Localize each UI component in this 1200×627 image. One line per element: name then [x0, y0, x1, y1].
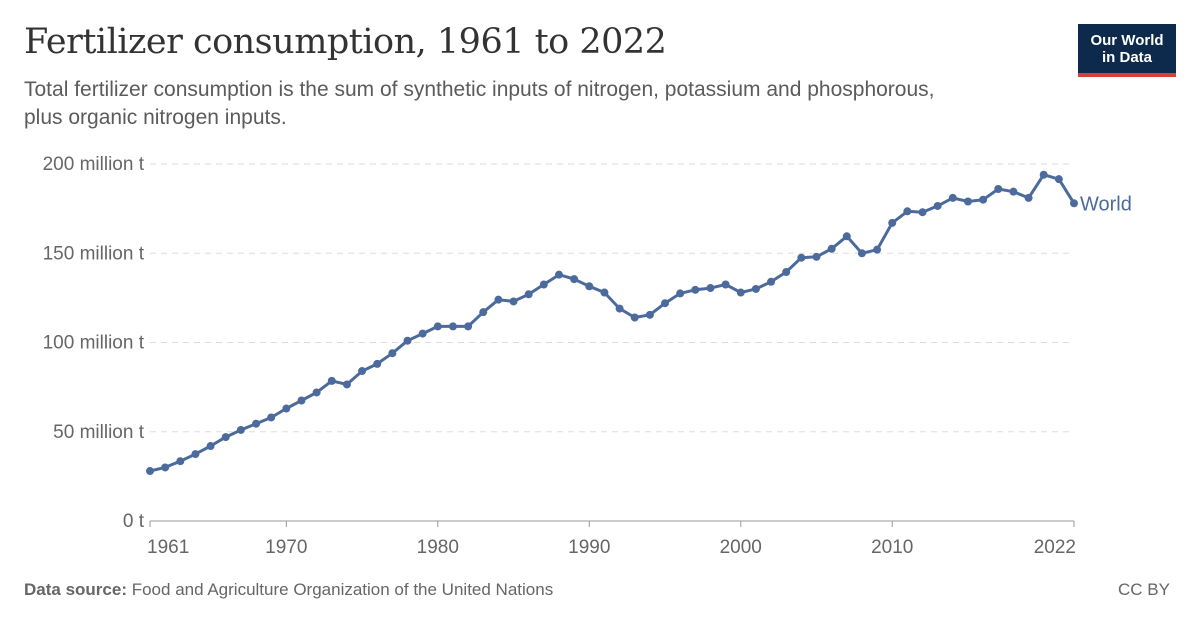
data-point[interactable]	[857, 249, 866, 258]
data-point[interactable]	[963, 197, 972, 206]
data-point[interactable]	[252, 419, 261, 428]
data-source-label: Data source:	[24, 580, 127, 599]
data-source-text[interactable]: Food and Agriculture Organization of the…	[131, 580, 554, 599]
data-point[interactable]	[418, 329, 427, 338]
data-point[interactable]	[161, 463, 170, 472]
data-point[interactable]	[736, 288, 745, 297]
y-tick-label: 50 million t	[53, 422, 145, 443]
data-point[interactable]	[994, 184, 1003, 193]
data-point[interactable]	[206, 442, 215, 451]
series-layer: World	[146, 170, 1132, 476]
data-point[interactable]	[176, 457, 185, 466]
data-point[interactable]	[1070, 199, 1078, 208]
logo-line-2: in Data	[1101, 49, 1152, 66]
data-point[interactable]	[1054, 175, 1063, 184]
grid-layer	[150, 163, 1074, 433]
logo-line-1: Our World	[1090, 32, 1164, 49]
data-point[interactable]	[554, 270, 563, 279]
y-tick-label: 100 million t	[43, 333, 145, 354]
x-tick-label: 2022	[1034, 537, 1076, 558]
data-point[interactable]	[721, 280, 730, 289]
data-point[interactable]	[600, 288, 609, 297]
y-tick-label: 0 t	[123, 511, 145, 532]
y-tick-label: 150 million t	[43, 243, 145, 264]
x-tick-label: 1970	[265, 537, 307, 558]
chart-subtitle: Total fertilizer consumption is the sum …	[24, 78, 935, 129]
data-point[interactable]	[448, 322, 457, 331]
data-point[interactable]	[221, 433, 230, 442]
data-point[interactable]	[1024, 193, 1033, 202]
data-point[interactable]	[676, 289, 685, 298]
data-point[interactable]	[918, 208, 927, 217]
data-source: Data source: Food and Agriculture Organi…	[24, 580, 553, 600]
data-point[interactable]	[358, 367, 367, 376]
data-point[interactable]	[751, 284, 760, 293]
x-tick-label: 1980	[417, 537, 459, 558]
data-point[interactable]	[373, 359, 382, 368]
data-point[interactable]	[661, 299, 670, 308]
data-point[interactable]	[706, 284, 715, 293]
data-point[interactable]	[236, 425, 245, 434]
data-point[interactable]	[948, 193, 957, 202]
data-point[interactable]	[479, 308, 488, 317]
data-point[interactable]	[146, 467, 154, 476]
data-point[interactable]	[342, 380, 351, 389]
data-point[interactable]	[767, 277, 776, 286]
data-point[interactable]	[630, 313, 639, 322]
data-point[interactable]	[464, 322, 473, 331]
data-point[interactable]	[782, 267, 791, 276]
x-tick-label: 1990	[568, 537, 610, 558]
data-point[interactable]	[827, 244, 836, 253]
series-line-world[interactable]	[148, 173, 1076, 473]
data-point[interactable]	[509, 297, 518, 306]
data-point[interactable]	[903, 207, 912, 216]
data-point[interactable]	[797, 253, 806, 262]
x-tick-label: 1961	[147, 537, 189, 558]
data-point[interactable]	[842, 232, 851, 241]
data-point[interactable]	[691, 285, 700, 294]
data-point[interactable]	[888, 218, 897, 227]
data-point[interactable]	[403, 336, 412, 345]
chart-title: Fertilizer consumption, 1961 to 2022	[24, 22, 667, 62]
axis-layer: 0 t 50 million t 100 million t 150 million …	[43, 154, 1076, 558]
y-tick-label: 200 million t	[43, 154, 145, 175]
data-point[interactable]	[524, 290, 533, 299]
data-point[interactable]	[812, 252, 821, 261]
data-point[interactable]	[282, 404, 291, 413]
data-point[interactable]	[312, 388, 321, 397]
x-tick-label: 2000	[720, 537, 762, 558]
data-point[interactable]	[615, 304, 624, 313]
data-point[interactable]	[494, 295, 503, 304]
x-tick-label: 2010	[871, 537, 913, 558]
data-point[interactable]	[327, 376, 336, 385]
data-point[interactable]	[388, 349, 397, 358]
data-point[interactable]	[433, 322, 442, 331]
owid-logo[interactable]: Our World in Data	[1078, 24, 1176, 77]
data-point[interactable]	[1009, 187, 1018, 196]
data-point[interactable]	[539, 280, 548, 289]
data-point[interactable]	[873, 245, 882, 254]
data-point[interactable]	[297, 396, 306, 405]
data-point[interactable]	[1039, 170, 1048, 179]
data-point[interactable]	[267, 413, 276, 422]
license-link[interactable]: CC BY	[1118, 580, 1170, 599]
data-point[interactable]	[645, 310, 654, 319]
series-label[interactable]: World	[1080, 193, 1132, 215]
data-point[interactable]	[933, 201, 942, 210]
data-point[interactable]	[570, 275, 579, 284]
data-point[interactable]	[191, 450, 200, 459]
data-point[interactable]	[585, 282, 594, 291]
data-point[interactable]	[979, 195, 988, 204]
